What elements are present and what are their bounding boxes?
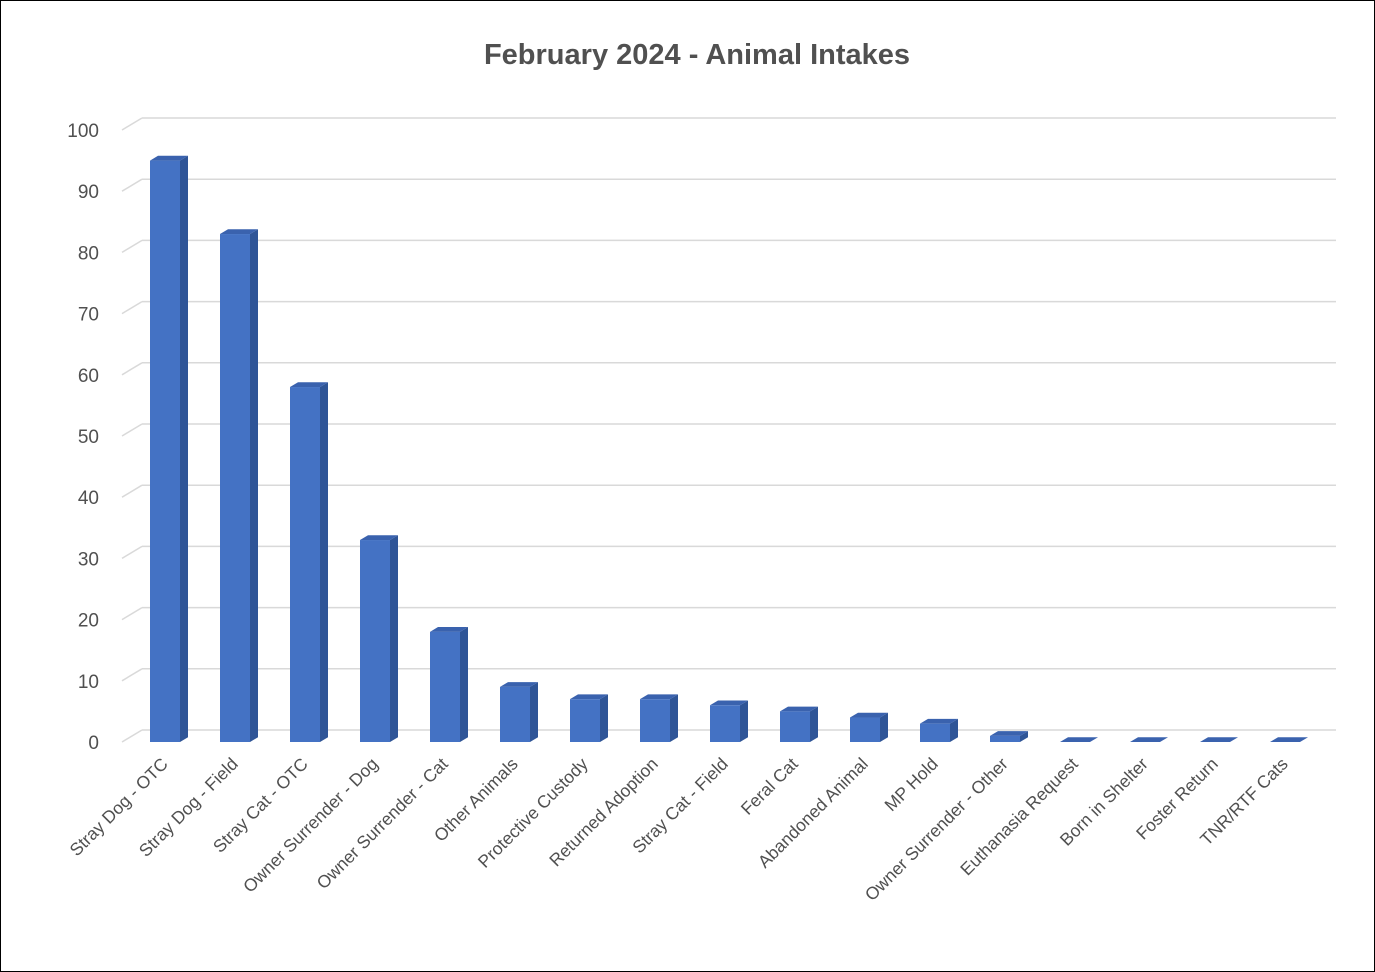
gridlines xyxy=(121,117,1336,743)
bar xyxy=(360,535,398,742)
bar-side xyxy=(1020,731,1028,742)
bar xyxy=(640,694,678,742)
bar-top xyxy=(1200,737,1238,742)
y-tick-label: 50 xyxy=(78,427,99,448)
bar xyxy=(710,700,748,742)
bar-top xyxy=(360,535,398,541)
x-tick-label: Owner Surrender - Cat xyxy=(313,754,452,893)
bar-top xyxy=(150,155,188,161)
bar-front xyxy=(500,686,530,742)
bar xyxy=(780,706,818,742)
bar xyxy=(500,682,538,742)
bar-top xyxy=(290,382,328,388)
y-tick-label: 30 xyxy=(78,549,99,570)
gridline-depth xyxy=(121,484,143,498)
y-tick-label: 80 xyxy=(78,243,99,264)
bar-top xyxy=(220,229,258,235)
bar-front xyxy=(990,735,1020,742)
bar-top xyxy=(640,694,678,700)
gridline-depth xyxy=(121,300,143,315)
bar-side xyxy=(390,535,398,742)
bar xyxy=(1130,737,1168,742)
bar-front xyxy=(920,723,950,742)
bar-top xyxy=(850,712,888,718)
y-tick-label: 10 xyxy=(78,672,99,693)
bar-top xyxy=(1270,737,1308,742)
bar-top xyxy=(710,700,748,706)
x-tick-label: Feral Cat xyxy=(737,754,802,819)
gridline-depth xyxy=(121,239,143,254)
bar xyxy=(570,694,608,742)
bar-side xyxy=(950,718,958,742)
bar-front xyxy=(430,631,460,742)
bar-front xyxy=(570,699,600,742)
x-tick-label: Owner Surrender - Dog xyxy=(239,754,382,897)
bar-side xyxy=(250,229,258,743)
bar-side xyxy=(460,627,468,742)
y-tick-label: 40 xyxy=(78,488,99,509)
bar xyxy=(150,155,188,743)
y-tick-label: 90 xyxy=(78,182,99,203)
y-tick-label: 20 xyxy=(78,611,99,632)
bar xyxy=(430,627,468,742)
bar-top xyxy=(570,694,608,700)
bar xyxy=(1200,737,1238,742)
bar-top xyxy=(920,718,958,724)
gridline-depth xyxy=(121,545,143,560)
y-tick-label: 100 xyxy=(67,121,99,142)
bar-side xyxy=(810,706,818,742)
bar-side xyxy=(880,712,888,742)
bar xyxy=(990,731,1028,742)
bar xyxy=(1060,737,1098,742)
bar xyxy=(220,229,258,743)
bar xyxy=(290,382,328,742)
bar-side xyxy=(180,155,188,743)
bar-front xyxy=(290,387,320,742)
bar-top xyxy=(990,731,1028,736)
bar-top xyxy=(1060,737,1098,742)
chart-title: February 2024 - Animal Intakes xyxy=(484,39,910,71)
x-tick-label: Euthanasia Request xyxy=(956,754,1082,880)
gridline-depth xyxy=(121,117,143,131)
bar-front xyxy=(710,705,740,742)
gridline-depth xyxy=(121,729,143,743)
bar-top xyxy=(1130,737,1168,742)
bar-side xyxy=(600,694,608,742)
bar-top xyxy=(500,682,538,687)
bar-side xyxy=(530,682,538,742)
bars xyxy=(150,155,1308,743)
y-axis-ticks: 0 10 20 30 40 50 60 70 80 90 100 xyxy=(67,121,99,754)
y-tick-label: 0 xyxy=(88,733,99,754)
bar xyxy=(850,712,888,742)
bar-front xyxy=(360,540,390,742)
x-tick-label: MP Hold xyxy=(880,754,941,815)
gridline-depth xyxy=(121,668,143,682)
bar-side xyxy=(670,694,678,742)
bar-side xyxy=(740,700,748,742)
x-tick-label: Owner Surrender - Other xyxy=(861,754,1012,905)
bar-front xyxy=(780,711,810,742)
gridline-depth xyxy=(121,178,143,192)
gridline-depth xyxy=(121,362,143,376)
bar-top xyxy=(780,706,818,712)
bar-side xyxy=(320,382,328,742)
bar-front xyxy=(850,717,880,742)
bar-front xyxy=(150,160,180,743)
gridline-depth xyxy=(121,606,143,621)
y-tick-label: 60 xyxy=(78,366,99,387)
y-tick-label: 70 xyxy=(78,305,99,326)
gridline-depth xyxy=(121,423,143,437)
bar-front xyxy=(640,699,670,742)
bar-top xyxy=(430,627,468,632)
bar xyxy=(920,718,958,742)
bar xyxy=(1270,737,1308,742)
bar-front xyxy=(220,234,250,743)
